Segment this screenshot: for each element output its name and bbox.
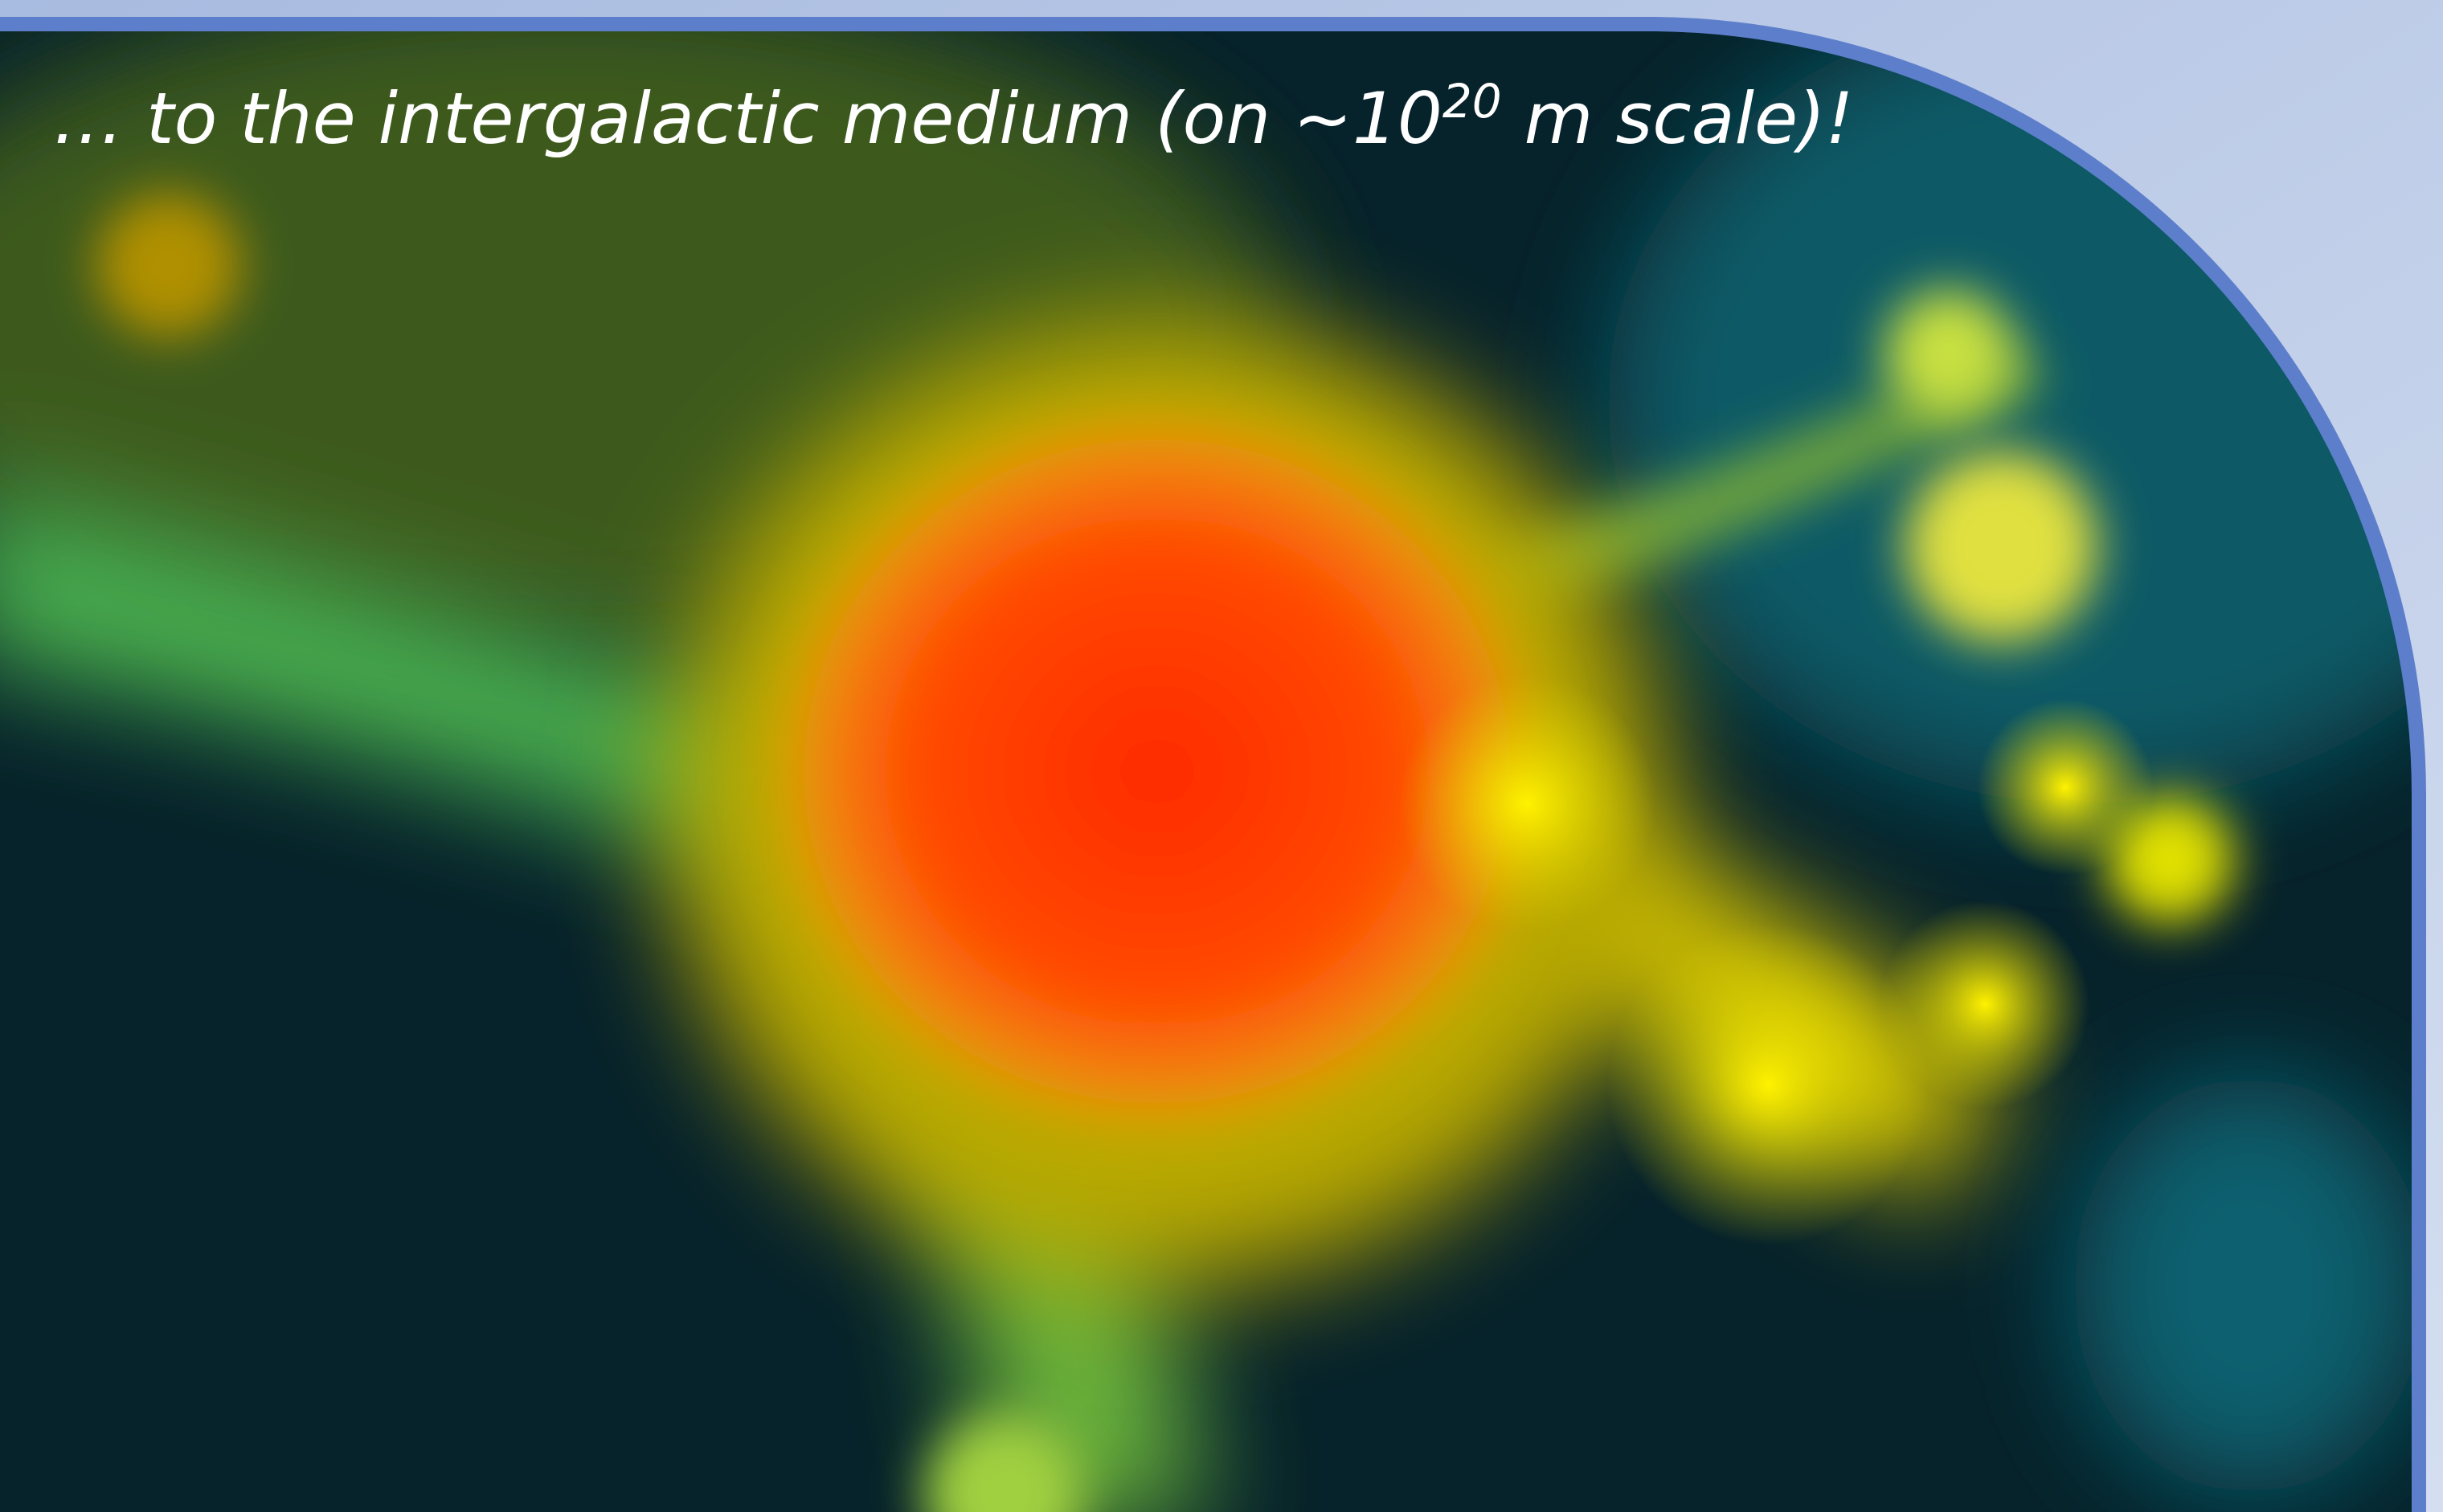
caption: … to the intergalactic medium (on ~1020 … [53,74,1854,160]
frame-border [0,17,2426,1512]
caption-text-after: m scale)! [1502,77,1854,160]
caption-text: … to the intergalactic medium (on ~10 [53,77,1442,160]
caption-superscript: 20 [1442,74,1502,129]
